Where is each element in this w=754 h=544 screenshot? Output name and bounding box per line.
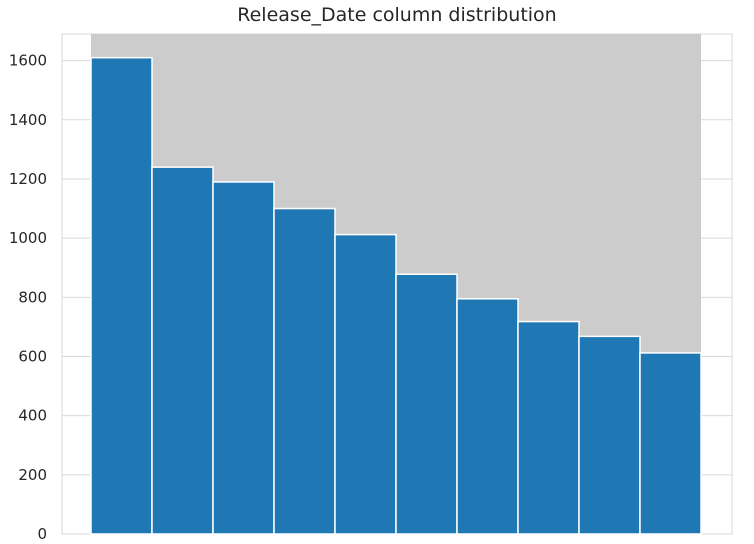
y-tick-label: 1200	[9, 170, 47, 188]
y-tick-label: 600	[18, 347, 47, 365]
histogram-bar	[212, 181, 275, 535]
histogram-bar	[578, 335, 641, 535]
histogram-bar	[151, 166, 214, 535]
histogram-bar	[90, 56, 153, 535]
chart-title: Release_Date column distribution	[237, 4, 557, 26]
histogram-bar	[517, 320, 580, 535]
y-tick-labels: 0 200 400 600 800 1000 1200 1400 1600	[9, 52, 47, 543]
y-tick-label: 400	[18, 407, 47, 425]
y-tick-label: 0	[37, 525, 47, 543]
histogram-bar	[639, 352, 702, 535]
histogram-bar	[334, 233, 397, 535]
histogram-bar	[456, 298, 519, 535]
y-tick-label: 1000	[9, 229, 47, 247]
bars	[90, 56, 702, 535]
y-tick-label: 800	[18, 288, 47, 306]
y-tick-label: 200	[18, 466, 47, 484]
histogram-bar	[273, 207, 336, 535]
y-tick-label: 1600	[9, 52, 47, 70]
y-tick-label: 1400	[9, 111, 47, 129]
histogram-bar	[395, 273, 458, 535]
